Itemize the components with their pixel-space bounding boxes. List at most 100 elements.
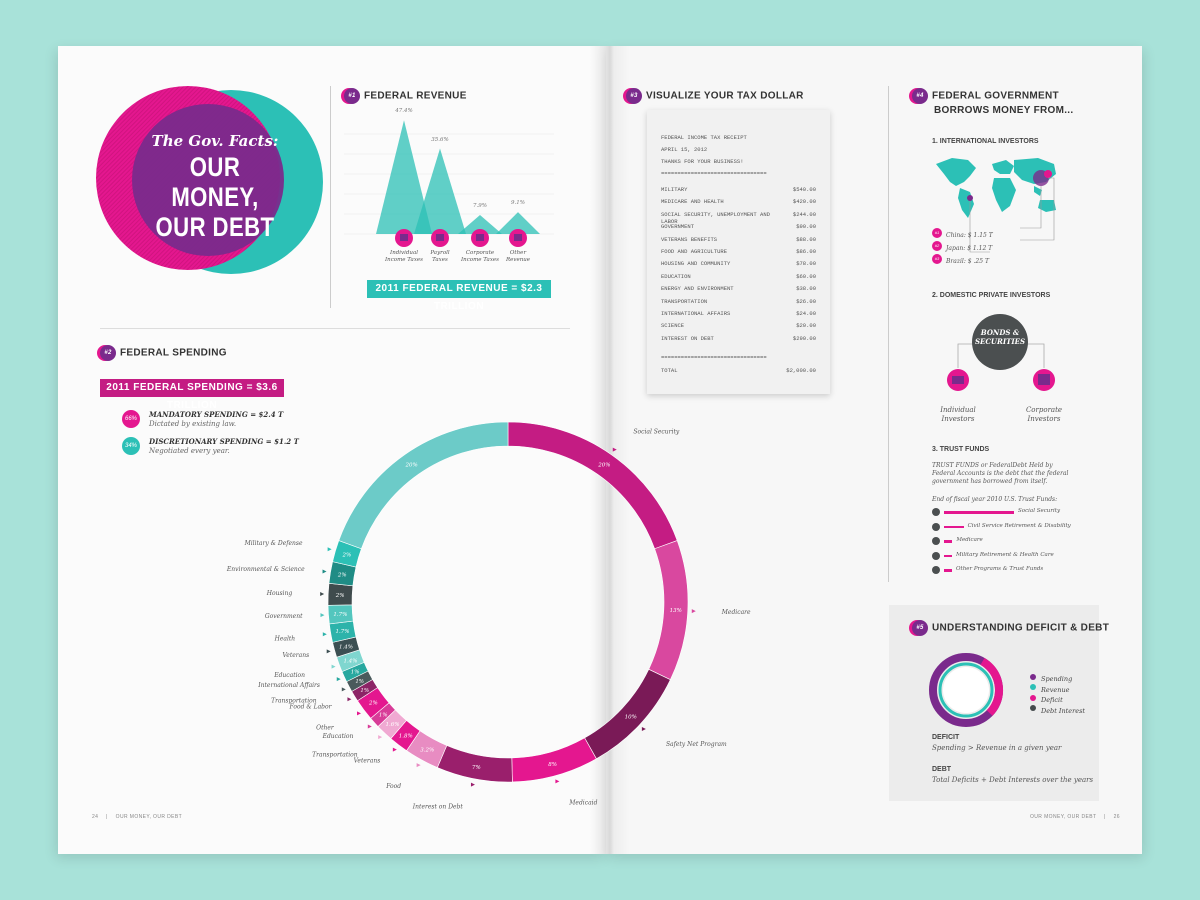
- investor-amount: Brazil: $ .25 T: [946, 258, 989, 265]
- corporate-line1: Corporate: [1025, 406, 1063, 414]
- revenue-pct-label: 9.1%: [511, 200, 525, 207]
- donut-pointer: [327, 547, 332, 552]
- mandatory-desc: Dictated by existing law.: [149, 420, 237, 428]
- receipt-row: VETERANS BENEFITS $88.00: [661, 236, 816, 243]
- revenue-category-label-line2: Revenue: [505, 257, 531, 263]
- world-map: [936, 158, 1056, 253]
- domestic-diagram: [947, 314, 1055, 391]
- investor-rank-badge: #2: [932, 240, 942, 251]
- revenue-pct-label: 7.9%: [473, 203, 487, 210]
- legend-dot: [1030, 694, 1036, 701]
- trust-fund-bar: [944, 554, 952, 557]
- donut-segment-label: 1.8%: [399, 733, 413, 739]
- receipt-head2: APRIL 15, 2012: [661, 146, 708, 153]
- trust-desc-line1: TRUST FUNDS or FederalDebt Held by: [932, 462, 1053, 469]
- donut-segment-label: 2%: [335, 593, 345, 599]
- receipt-item: SOCIAL SECURITY, UNEMPLOYMENT AND LABOR: [661, 210, 770, 225]
- revenue-title: FEDERAL REVENUE: [364, 90, 467, 102]
- donut-category-label: Veterans: [283, 652, 310, 659]
- donut-segment-label: 20%: [404, 462, 417, 468]
- corporate-investors-label: Corporate Investors: [1014, 406, 1074, 424]
- investor-amount: Japan: $ 1.12 T: [946, 245, 993, 252]
- donut-segment: [338, 421, 509, 550]
- donut-pointer: [641, 727, 646, 732]
- receipt-title: VISUALIZE YOUR TAX DOLLAR: [646, 90, 804, 102]
- receipt-row: TRANSPORTATION $26.00: [661, 298, 816, 305]
- spending-section-title: #2 FEDERAL SPENDING: [100, 345, 227, 361]
- donut-segment-label: 10%: [625, 715, 637, 721]
- receipt-amount: $38.00: [796, 285, 816, 293]
- revenue-pct-label: 47.4%: [395, 108, 413, 115]
- trust-fund-bar: [944, 540, 953, 543]
- receipt-rule: ================================: [661, 354, 767, 361]
- bonds-label: BONDS & SECURITIES: [970, 328, 1030, 346]
- revenue-triangle: [496, 212, 540, 234]
- trust-fund-bar: [944, 525, 964, 528]
- footer-left-title: OUR MONEY, OUR DEBT: [115, 814, 183, 820]
- donut-segment-label: 1.6%: [386, 722, 400, 728]
- investor-row: #1 China: $ 1.15 T: [932, 224, 993, 242]
- receipt-total-label: TOTAL: [661, 367, 678, 374]
- donut-segment-label: 1%: [351, 670, 360, 676]
- borrows-section-title: #4 FEDERAL GOVERNMENT BORROWS MONEY FROM.…: [912, 88, 1073, 118]
- donut-segment-label: 1.4%: [343, 658, 357, 664]
- receipt-item: GOVERNMENT: [661, 223, 695, 231]
- receipt-item: ENERGY AND ENVIRONMENT: [661, 285, 734, 293]
- revenue-pct-label: 35.6%: [431, 136, 449, 143]
- trust-fund-label: Civil Service Retirement & Disability: [967, 522, 1071, 529]
- borrows-title-line1: FEDERAL GOVERNMENT: [932, 90, 1059, 102]
- brazil-marker: [967, 195, 973, 201]
- donut-segment-label: 2%: [342, 552, 352, 558]
- footer-right-page-number: 26: [1113, 814, 1120, 820]
- receipt-row: FOOD AND AGRICULTURE $86.00: [661, 248, 816, 255]
- trust-fund-label: Medicare: [956, 537, 983, 543]
- receipt-section-title: #3 VISUALIZE YOUR TAX DOLLAR: [626, 88, 804, 104]
- individual-line1: Individual: [940, 406, 976, 414]
- trust-desc-line3: government has borrowed from itself.: [932, 478, 1048, 485]
- donut-pointer: [347, 697, 352, 702]
- donut-pointer: [691, 609, 696, 614]
- donut-segment: [507, 421, 678, 550]
- donut-pointer: [322, 632, 327, 637]
- legend-label: Deficit: [1041, 696, 1063, 704]
- revenue-category-label-line1: Other: [509, 250, 527, 256]
- revenue-total-bar: 2011 FEDERAL REVENUE = $2.3 TRILLION: [367, 280, 551, 312]
- donut-pointer: [357, 711, 362, 716]
- receipt-amount: $60.00: [796, 272, 816, 280]
- donut-category-label: Other: [316, 725, 335, 732]
- deficit-legend-item: Debt Interest: [1030, 700, 1085, 718]
- revenue-category-label-line2: Taxes: [432, 257, 448, 263]
- receipt-amount: $24.00: [796, 310, 816, 317]
- bonds-label-line1: BONDS &: [980, 328, 1020, 337]
- cover-title-line2: OUR DEBT: [155, 212, 275, 242]
- world-map-land: [936, 158, 1056, 218]
- receipt-amount: $78.00: [796, 260, 816, 268]
- donut-category-label: Health: [274, 635, 296, 642]
- footer-right: OUR MONEY, OUR DEBT | 26: [1030, 814, 1120, 820]
- donut-pointer: [320, 613, 325, 618]
- donut-category-label: Transportation: [312, 752, 358, 759]
- receipt-row: GOVERNMENT $90.00: [661, 223, 816, 230]
- donut-pointer: [336, 677, 341, 682]
- trust-fund-label: Social Security: [1018, 508, 1061, 514]
- investor-rank-badge: #3: [932, 253, 942, 264]
- spending-donut-chart: 20% Social Security 13% Medicare 10% Safety N…: [226, 421, 751, 810]
- footer-left-page-number: 24: [92, 814, 99, 820]
- receipt-amount: $90.00: [796, 223, 816, 231]
- donut-segment-label: 2%: [337, 572, 347, 578]
- domestic-heading: 2. DOMESTIC PRIVATE INVESTORS: [932, 292, 1051, 299]
- receipt-amount: $244.00: [792, 210, 816, 218]
- donut-pointer: [341, 687, 346, 692]
- receipt-item: VETERANS BENEFITS: [661, 235, 718, 243]
- individual-investors-label: Individual Investors: [928, 406, 988, 424]
- donut-category-label: Food & Labor: [289, 704, 333, 711]
- receipt-row: ENERGY AND ENVIRONMENT $38.00: [661, 285, 816, 292]
- legend-label: Spending: [1041, 675, 1073, 683]
- donut-pointer: [612, 447, 617, 452]
- corporate-line2: Investors: [1027, 415, 1061, 423]
- receipt-amount: $20.00: [796, 322, 816, 330]
- section-badge: #5: [912, 620, 928, 636]
- receipt-item: INTERNATIONAL AFFAIRS: [661, 310, 731, 317]
- revenue-section-title: #1 FEDERAL REVENUE: [344, 88, 467, 104]
- donut-pointer: [367, 724, 372, 729]
